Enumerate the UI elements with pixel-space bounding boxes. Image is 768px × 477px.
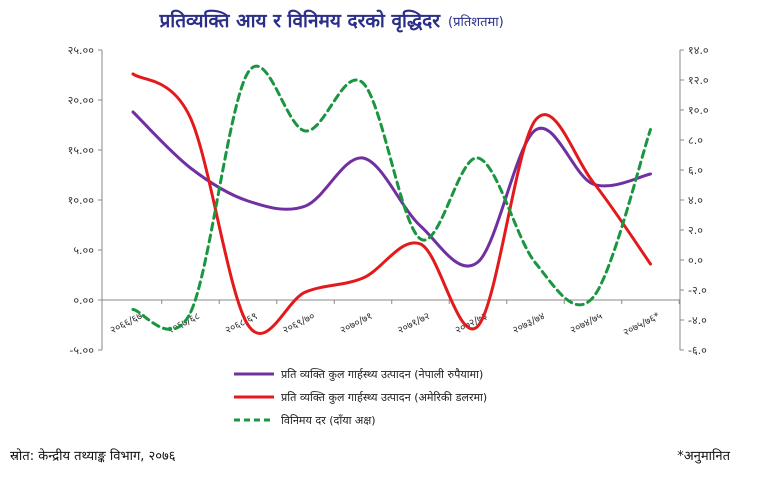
x-tick-label: २०७०/७१ [339,311,375,336]
source-note: स्रोत: केन्द्रीय तथ्याङ्क विभाग, २०७६ [10,448,176,464]
right-tick-label: १०.० [688,104,709,117]
series-npr-point [189,166,192,170]
series-exchange-rate-point [189,311,192,314]
right-tick-label: ८.० [688,134,703,147]
series-npr-point [304,204,307,208]
right-tick-label: ४.० [688,194,703,207]
series-exchange-rate-point [534,261,537,265]
series-exchange-rate-point [419,237,422,241]
x-tick-label: २०७३/७४ [511,311,547,336]
left-tick-label: ५.०० [73,244,94,257]
right-tick-label: ६.० [688,164,703,177]
series-npr-point [246,199,250,203]
right-tick-label: ०.० [688,254,703,267]
series-npr-line [131,110,652,268]
chart-title: प्रतिव्यक्ति आय र विनिमय दरको वृद्धिदर [158,9,441,33]
x-tick-label: २०७१/७२ [396,311,432,336]
right-tick-label: -६.० [688,344,707,357]
x-tick-label: २०७५/७६* [622,311,662,339]
left-tick-label: २५.०० [68,44,95,57]
right-tick-label: २.० [688,224,703,237]
series-exchange-rate-point [246,71,250,74]
series-npr-point [476,260,480,264]
x-tick-label: २०६७/६८ [166,311,202,336]
series-exchange-rate-line [131,64,652,331]
legend-label-usd: प्रति व्यक्ति कुल गार्हस्थ्य उत्पादन (अम… [281,391,487,404]
series-npr-point [649,172,652,176]
series-exchange-rate-point [476,156,480,160]
left-tick-label: १०.०० [68,194,95,207]
right-tick-label: १२.० [688,74,709,87]
series-npr-point [361,156,365,160]
series-usd-point [476,324,480,328]
series-exchange-rate-point [131,308,135,311]
series-usd-point [361,276,365,280]
x-tick-label: २०७४/७५ [569,311,605,336]
series-usd-point [189,116,192,120]
series-usd-line [131,72,652,335]
chart-subtitle: (प्रतिशतमा) [448,14,504,30]
series-usd-point [131,72,135,76]
legend-label-npr: प्रति व्यक्ति कुल गार्हस्थ्य उत्पादन (ने… [281,368,483,381]
estimate-note: *अनुमानित [677,448,730,464]
series-npr-point [419,224,422,228]
series-exchange-rate-point [591,296,595,299]
series-exchange-rate-point [649,128,652,131]
series-usd-point [591,180,595,184]
right-tick-label: -२.० [688,284,707,297]
right-axis-ticks: १४.० १२.० १०.० ८.० ६.० ४.० २.० ०.० -२.० -४.० -६.० [680,44,709,357]
x-tick-label: २०६६/६७ [109,311,145,336]
series-usd-point [304,290,307,294]
legend-label-exchange: विनिमय दर (दाँया अक्ष) [281,414,376,427]
left-tick-label: २०.०० [68,94,95,107]
left-tick-label: १५.०० [68,144,95,157]
series-usd-point [246,323,250,327]
series-npr-point [534,128,537,132]
left-tick-label: ०.०० [73,294,94,307]
left-tick-label: -५.०० [69,344,94,357]
left-axis-ticks: २५.०० २०.०० १५.०० १०.०० ५.०० ०.०० -५.०० [68,44,102,357]
series-usd-point [534,118,537,122]
series-usd-point [649,262,652,266]
series-exchange-rate-point [304,129,307,133]
series-exchange-rate-point [361,81,365,85]
x-tick-label: २०६९/७० [281,311,317,336]
legend: प्रति व्यक्ति कुल गार्हस्थ्य उत्पादन (ने… [234,368,487,427]
series-npr-point [131,110,135,114]
right-tick-label: -४.० [688,314,707,327]
series-lines [131,64,652,335]
right-tick-label: १४.० [688,44,709,57]
series-usd-point [419,242,422,246]
